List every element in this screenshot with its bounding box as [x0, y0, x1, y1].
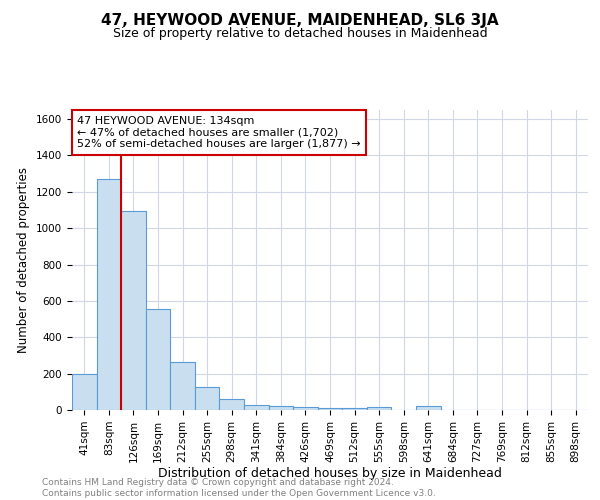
Text: Size of property relative to detached houses in Maidenhead: Size of property relative to detached ho… — [113, 28, 487, 40]
Bar — [367, 408, 391, 410]
Bar — [170, 362, 195, 410]
Bar — [269, 406, 293, 410]
Bar — [195, 388, 220, 410]
Bar — [318, 408, 342, 410]
Bar — [220, 399, 244, 410]
Bar — [342, 408, 367, 410]
Bar — [416, 406, 440, 410]
Text: Contains HM Land Registry data © Crown copyright and database right 2024.
Contai: Contains HM Land Registry data © Crown c… — [42, 478, 436, 498]
X-axis label: Distribution of detached houses by size in Maidenhead: Distribution of detached houses by size … — [158, 468, 502, 480]
Bar — [293, 408, 318, 410]
Bar — [97, 179, 121, 410]
Bar — [121, 211, 146, 410]
Bar — [244, 404, 269, 410]
Text: 47 HEYWOOD AVENUE: 134sqm
← 47% of detached houses are smaller (1,702)
52% of se: 47 HEYWOOD AVENUE: 134sqm ← 47% of detac… — [77, 116, 361, 149]
Bar — [146, 309, 170, 410]
Text: 47, HEYWOOD AVENUE, MAIDENHEAD, SL6 3JA: 47, HEYWOOD AVENUE, MAIDENHEAD, SL6 3JA — [101, 12, 499, 28]
Bar — [72, 374, 97, 410]
Y-axis label: Number of detached properties: Number of detached properties — [17, 167, 31, 353]
